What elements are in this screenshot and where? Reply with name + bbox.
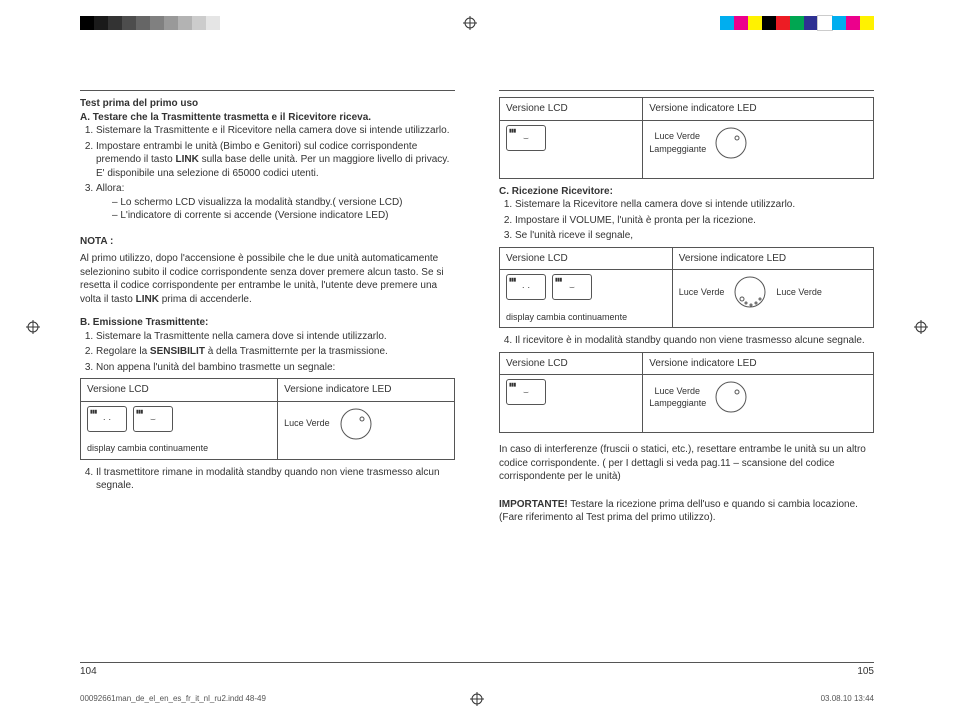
- lcd-icon: ▮▮▮· ·: [506, 274, 546, 300]
- table-cell-lcd: ▮▮▮⌣: [500, 375, 643, 433]
- table-header: Versione LCD: [500, 247, 673, 270]
- table-cell-lcd: ▮▮▮· · ▮▮▮⌣ display cambia continuamente: [81, 401, 278, 459]
- footer: 104 105: [80, 662, 874, 677]
- table-cell-led: Luce Verde Luce Verde: [672, 270, 873, 328]
- list-item: Impostare il VOLUME, l'unità è pronta pe…: [515, 214, 874, 228]
- lcd-icon: ▮▮▮· ·: [87, 406, 127, 432]
- print-file: 00092661man_de_el_en_es_fr_it_nl_ru2.ind…: [80, 694, 266, 703]
- led-label: Luce Verde: [679, 286, 725, 298]
- list-a: Sistemare la Trasmittente e il Ricevitor…: [80, 124, 455, 223]
- led-label: Luce Verde: [776, 286, 822, 298]
- heading-b: B. Emissione Trasmittente:: [80, 316, 455, 330]
- dial-icon: [732, 274, 768, 310]
- list-item: Sistemare la Trasmittente e il Ricevitor…: [96, 124, 455, 138]
- led-label: Luce Verde Lampeggiante: [649, 130, 705, 154]
- table-cell-lcd: ▮▮▮⌣: [500, 120, 643, 178]
- caption: display cambia continuamente: [506, 311, 666, 323]
- table-header: Versione indicatore LED: [278, 379, 455, 402]
- table-r2: Versione LCD Versione indicatore LED ▮▮▮…: [499, 247, 874, 329]
- heading-test: Test prima del primo uso: [80, 97, 455, 111]
- list-item: Sistemare la Ricevitore nella camera dov…: [515, 198, 874, 212]
- led-label: Luce Verde: [284, 417, 330, 429]
- table-header: Versione LCD: [500, 98, 643, 121]
- list-item: Allora: Lo schermo LCD visualizza la mod…: [96, 182, 455, 223]
- list-item: Regolare la SENSIBILIT à della Trasmitte…: [96, 345, 455, 359]
- list-item: Se l'unità riceve il segnale,: [515, 229, 874, 243]
- table-r3: Versione LCD Versione indicatore LED ▮▮▮…: [499, 352, 874, 434]
- top-rule: [499, 90, 874, 91]
- sub-item: L'indicatore di corrente si accende (Ver…: [112, 209, 455, 223]
- lcd-icon: ▮▮▮⌣: [133, 406, 173, 432]
- list-b-cont: Il trasmettitore rimane in modalità stan…: [80, 466, 455, 493]
- table-header: Versione indicatore LED: [643, 98, 874, 121]
- table-cell-led: Luce Verde: [278, 401, 455, 459]
- table-cell-led: Luce Verde Lampeggiante: [643, 120, 874, 178]
- dial-icon: [713, 125, 749, 161]
- print-date: 03.08.10 13:44: [821, 694, 874, 703]
- registration-mark-icon: [463, 16, 477, 30]
- page-number-right: 105: [857, 666, 874, 677]
- registration-mark-icon: [470, 692, 484, 706]
- lcd-icon: ▮▮▮⌣: [552, 274, 592, 300]
- grayscale-swatches: [80, 16, 220, 30]
- table-header: Versione LCD: [500, 352, 643, 375]
- heading-a: A. Testare che la Trasmittente trasmetta…: [80, 111, 455, 125]
- table-cell-lcd: ▮▮▮· · ▮▮▮⌣ display cambia continuamente: [500, 270, 673, 328]
- heading-c: C. Ricezione Ricevitore:: [499, 185, 874, 199]
- registration-mark-icon: [26, 320, 40, 334]
- lcd-icon: ▮▮▮⌣: [506, 125, 546, 151]
- dial-icon: [713, 379, 749, 415]
- list-c: Sistemare la Ricevitore nella camera dov…: [499, 198, 874, 243]
- list-item: Impostare entrambi le unità (Bimbo e Gen…: [96, 140, 455, 181]
- right-page: Versione LCD Versione indicatore LED ▮▮▮…: [499, 90, 874, 643]
- importante: IMPORTANTE! Testare la ricezione prima d…: [499, 498, 874, 525]
- table-header: Versione indicatore LED: [672, 247, 873, 270]
- nota-body: Al primo utilizzo, dopo l'accensione è p…: [80, 252, 455, 306]
- dial-icon: [338, 406, 374, 442]
- print-slug: 00092661man_de_el_en_es_fr_it_nl_ru2.ind…: [80, 694, 874, 703]
- nota-title: NOTA :: [80, 235, 455, 249]
- table-header: Versione LCD: [81, 379, 278, 402]
- page-spread: Test prima del primo uso A. Testare che …: [80, 90, 874, 643]
- table-r1: Versione LCD Versione indicatore LED ▮▮▮…: [499, 97, 874, 179]
- page-number-left: 104: [80, 666, 97, 677]
- table-header: Versione indicatore LED: [643, 352, 874, 375]
- registration-mark-icon: [914, 320, 928, 334]
- interference-text: In caso di interferenze (fruscii o stati…: [499, 443, 874, 484]
- list-c-cont: Il ricevitore è in modalità standby quan…: [499, 334, 874, 348]
- color-swatches: [720, 16, 874, 30]
- table-cell-led: Luce Verde Lampeggiante: [643, 375, 874, 433]
- table-b: Versione LCD Versione indicatore LED ▮▮▮…: [80, 378, 455, 460]
- led-label: Luce Verde Lampeggiante: [649, 385, 705, 409]
- sub-list: Lo schermo LCD visualizza la modalità st…: [96, 196, 455, 223]
- list-item: Sistemare la Trasmittente nella camera d…: [96, 330, 455, 344]
- left-page: Test prima del primo uso A. Testare che …: [80, 90, 455, 643]
- list-item: Il trasmettitore rimane in modalità stan…: [96, 466, 455, 493]
- lcd-icon: ▮▮▮⌣: [506, 379, 546, 405]
- top-rule: [80, 90, 455, 91]
- color-calibration-bar: [80, 16, 874, 30]
- list-item: Il ricevitore è in modalità standby quan…: [515, 334, 874, 348]
- caption: display cambia continuamente: [87, 442, 271, 454]
- list-b: Sistemare la Trasmittente nella camera d…: [80, 330, 455, 375]
- sub-item: Lo schermo LCD visualizza la modalità st…: [112, 196, 455, 210]
- list-item: Non appena l'unità del bambino trasmette…: [96, 361, 455, 375]
